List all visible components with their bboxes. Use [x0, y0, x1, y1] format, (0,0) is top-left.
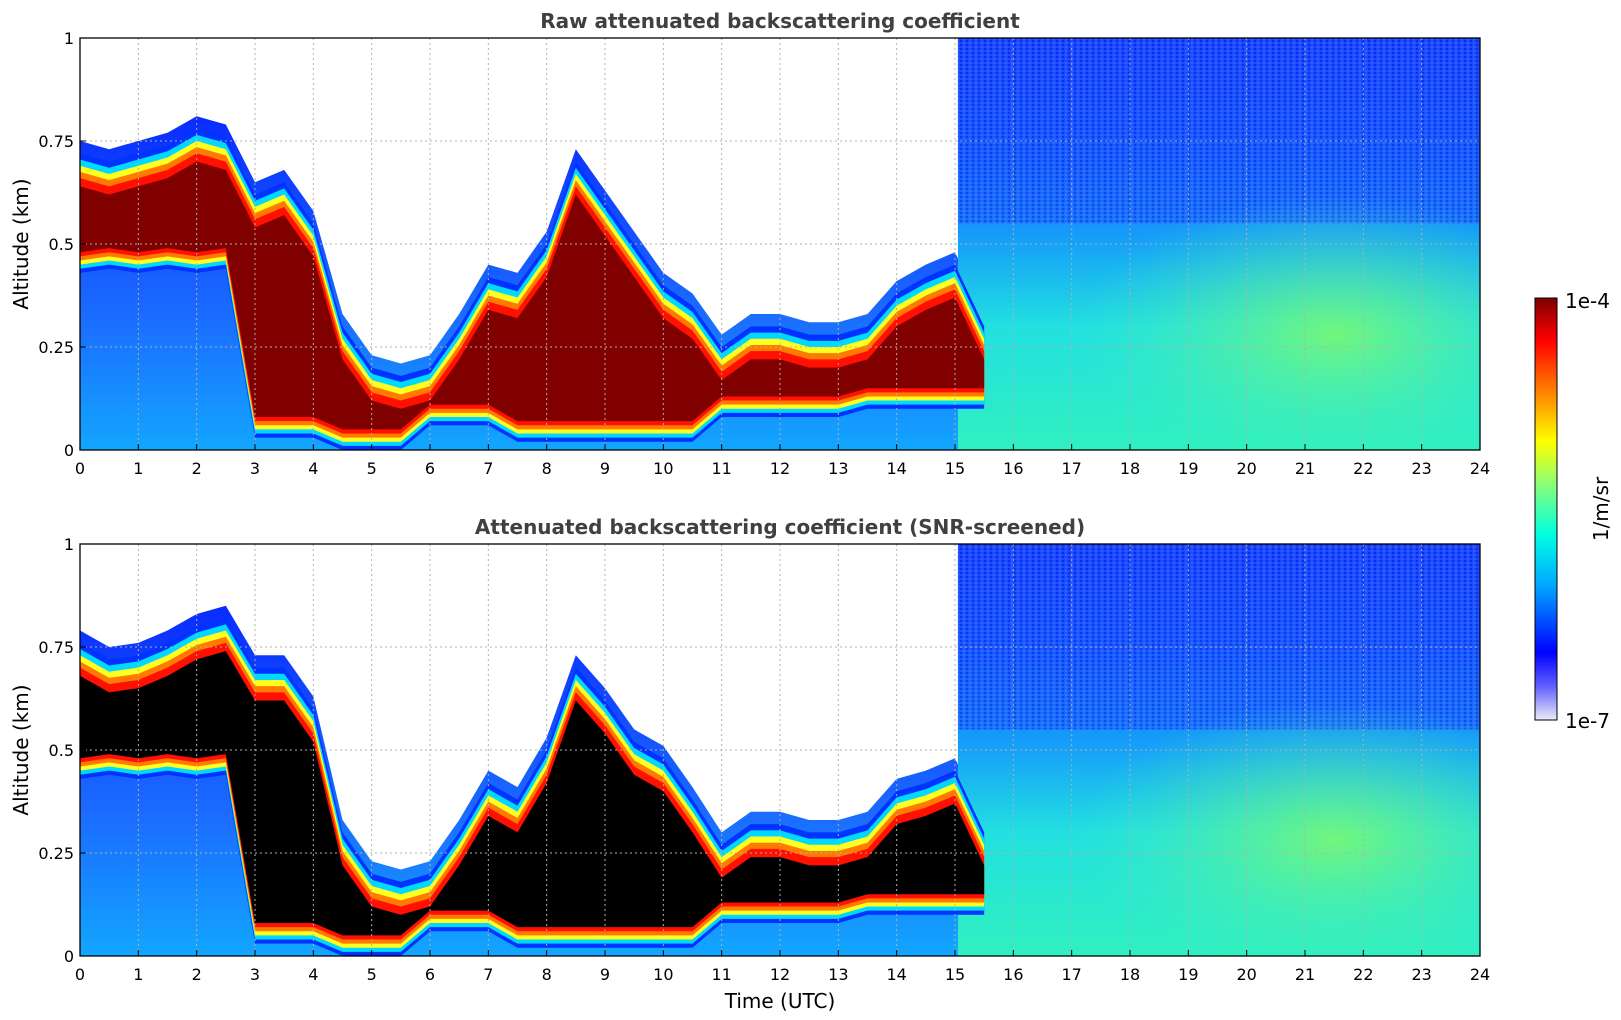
y-tick-label: 0.75 [38, 132, 74, 151]
x-tick-label: 14 [886, 459, 906, 478]
x-tick-label: 23 [1411, 459, 1431, 478]
y-tick-label: 0 [64, 441, 74, 460]
x-tick-label: 7 [483, 965, 493, 984]
x-tick-label: 22 [1353, 459, 1373, 478]
x-tick-label: 24 [1470, 965, 1490, 984]
panel-title: Raw attenuated backscattering coefficien… [540, 9, 1020, 33]
x-tick-label: 14 [886, 965, 906, 984]
x-tick-label: 2 [192, 965, 202, 984]
x-tick-label: 19 [1178, 459, 1198, 478]
y-tick-label: 0 [64, 947, 74, 966]
x-tick-label: 5 [367, 965, 377, 984]
heatmap-field [80, 38, 1480, 450]
y-axis-label: Altitude (km) [9, 178, 33, 309]
y-tick-label: 1 [64, 535, 74, 554]
x-tick-label: 5 [367, 459, 377, 478]
x-tick-label: 3 [250, 965, 260, 984]
y-tick-label: 0.5 [49, 235, 74, 254]
colorbar-gradient [1534, 297, 1558, 721]
panel-title: Attenuated backscattering coefficient (S… [475, 515, 1085, 539]
panel-2: 0 1 2 3 4 5 6 7 8 9 10 11 12 13 14 15 16 17 18 19 20 21 22 23 24… [9, 515, 1490, 1013]
x-tick-label: 18 [1120, 965, 1140, 984]
aerosol-layer-band [80, 651, 985, 936]
x-tick-label: 17 [1061, 459, 1081, 478]
y-tick-label: 0.25 [38, 338, 74, 357]
aerosol-layer-band [80, 161, 985, 430]
x-tick-label: 13 [828, 965, 848, 984]
x-tick-label: 15 [945, 459, 965, 478]
noise-band [957, 544, 1480, 730]
x-tick-label: 12 [770, 965, 790, 984]
green-region [1074, 700, 1480, 956]
green-region [1074, 194, 1480, 450]
y-tick-label: 1 [64, 29, 74, 48]
x-tick-label: 6 [425, 459, 435, 478]
x-tick-label: 22 [1353, 965, 1373, 984]
x-tick-label: 11 [711, 965, 731, 984]
x-tick-label: 9 [600, 459, 610, 478]
y-tick-label: 0.5 [49, 741, 74, 760]
x-tick-label: 4 [308, 459, 318, 478]
x-tick-label: 23 [1411, 965, 1431, 984]
x-tick-label: 8 [542, 459, 552, 478]
x-axis-label: Time (UTC) [724, 989, 836, 1013]
colorbar-unit-label: 1/m/sr [1589, 476, 1613, 541]
x-tick-label: 0 [75, 965, 85, 984]
heatmap-field [80, 544, 1480, 956]
x-tick-label: 8 [542, 965, 552, 984]
x-tick-label: 15 [945, 965, 965, 984]
x-tick-label: 0 [75, 459, 85, 478]
x-tick-label: 1 [133, 965, 143, 984]
x-tick-label: 16 [1003, 459, 1023, 478]
x-tick-label: 10 [653, 965, 673, 984]
y-tick-label: 0.25 [38, 844, 74, 863]
x-tick-label: 4 [308, 965, 318, 984]
x-tick-label: 17 [1061, 965, 1081, 984]
x-tick-label: 2 [192, 459, 202, 478]
x-tick-label: 21 [1295, 459, 1315, 478]
panel-1: 0 1 2 3 4 5 6 7 8 9 10 11 12 13 14 15 16 17 18 19 20 21 22 23 24… [9, 9, 1490, 478]
x-tick-label: 20 [1236, 965, 1256, 984]
colorbar-min-label: 1e-7 [1565, 709, 1610, 733]
colorbar-max-label: 1e-4 [1565, 289, 1610, 313]
x-tick-label: 3 [250, 459, 260, 478]
x-tick-label: 9 [600, 965, 610, 984]
x-tick-label: 24 [1470, 459, 1490, 478]
x-tick-label: 10 [653, 459, 673, 478]
x-tick-label: 20 [1236, 459, 1256, 478]
x-tick-label: 1 [133, 459, 143, 478]
x-tick-label: 12 [770, 459, 790, 478]
x-tick-label: 21 [1295, 965, 1315, 984]
colorbar: 1e-4 1e-7 1/m/sr [1534, 289, 1613, 733]
y-axis-label: Altitude (km) [9, 684, 33, 815]
noise-band [957, 38, 1480, 224]
x-tick-label: 19 [1178, 965, 1198, 984]
x-tick-label: 18 [1120, 459, 1140, 478]
y-tick-label: 0.75 [38, 638, 74, 657]
x-tick-label: 6 [425, 965, 435, 984]
x-tick-label: 16 [1003, 965, 1023, 984]
x-tick-label: 11 [711, 459, 731, 478]
x-tick-label: 7 [483, 459, 493, 478]
x-tick-label: 13 [828, 459, 848, 478]
